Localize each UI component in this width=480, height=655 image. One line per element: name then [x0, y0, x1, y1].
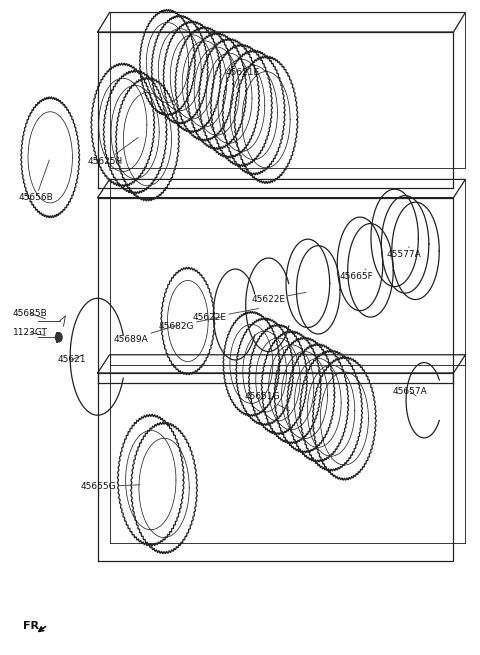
- Text: 45621: 45621: [57, 354, 86, 364]
- Text: 45622E: 45622E: [192, 309, 259, 322]
- Text: 45682G: 45682G: [158, 316, 224, 331]
- Text: 45625H: 45625H: [87, 138, 138, 166]
- Text: 45685B: 45685B: [13, 309, 48, 319]
- Text: 45665F: 45665F: [339, 269, 373, 282]
- Text: 45657A: 45657A: [393, 386, 427, 396]
- Text: 45655G: 45655G: [81, 482, 140, 491]
- Text: 1123GT: 1123GT: [13, 328, 48, 337]
- Text: FR.: FR.: [23, 621, 43, 631]
- Circle shape: [56, 333, 62, 342]
- Text: 45651G: 45651G: [245, 392, 290, 411]
- Text: 45656B: 45656B: [19, 160, 53, 202]
- Text: 45689A: 45689A: [113, 325, 178, 344]
- Text: 45622E: 45622E: [252, 292, 306, 304]
- Text: 45577A: 45577A: [386, 247, 421, 259]
- Text: 45621E: 45621E: [225, 67, 259, 88]
